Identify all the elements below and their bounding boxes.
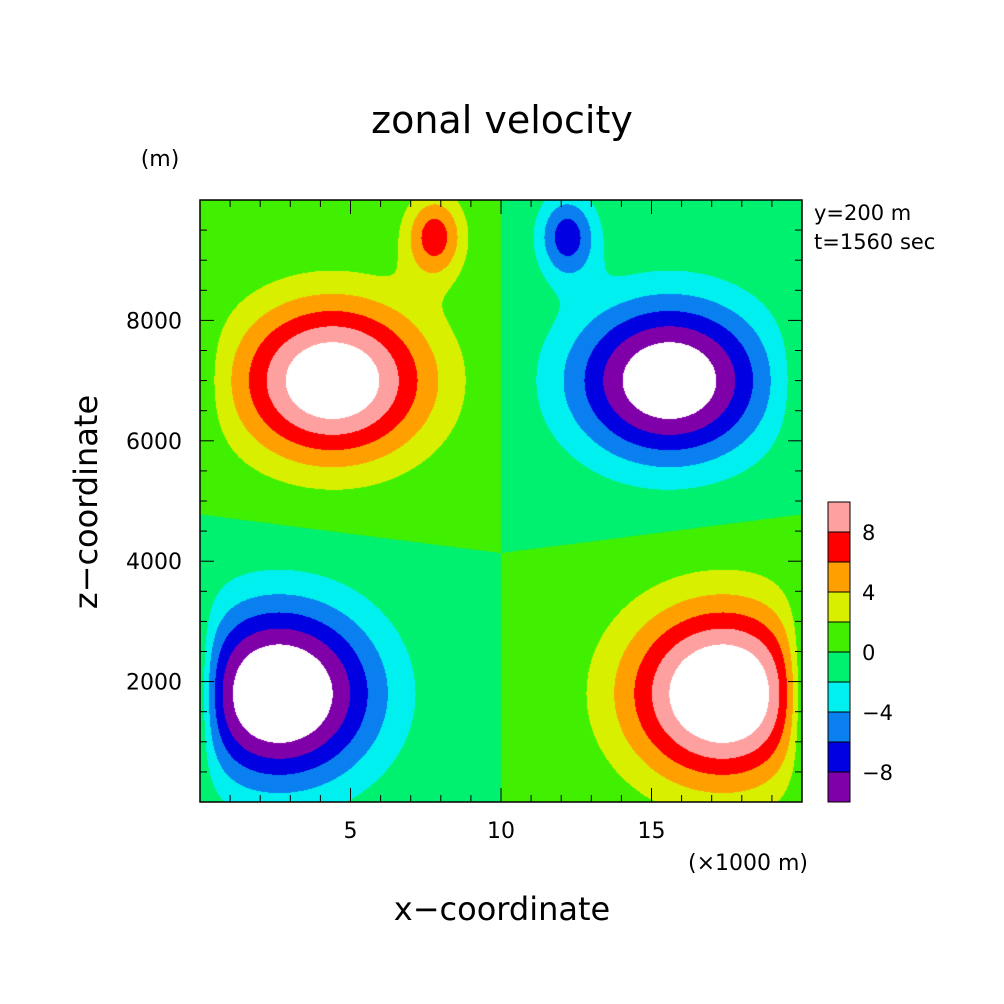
x-tick-label: 10: [487, 819, 515, 844]
colorbar-tick-label: −4: [862, 701, 893, 725]
chart-title: zonal velocity: [371, 98, 633, 142]
y-unit-label: (m): [141, 147, 180, 172]
x-unit-label: (×1000 m): [688, 851, 808, 876]
x-tick-label: 15: [638, 819, 666, 844]
colorbar-tick-label: −8: [862, 761, 893, 785]
y-tick-label: 8000: [126, 309, 182, 334]
colorbar-swatch: [827, 711, 851, 743]
y-axis-label: z−coordinate: [67, 395, 105, 609]
x-axis-label: x−coordinate: [394, 890, 610, 928]
colorbar-swatch: [827, 651, 851, 683]
annotation-y: y=200 m: [814, 201, 911, 225]
colorbar-swatch: [827, 741, 851, 773]
colorbar-swatch: [827, 561, 851, 593]
axis-ticks: 5 10 15 2000 4000 6000 8000: [126, 199, 803, 844]
colorbar-tick-label: 4: [862, 581, 875, 605]
y-tick-label: 2000: [126, 671, 182, 696]
annotation-t: t=1560 sec: [814, 230, 935, 254]
x-tick-label: 5: [344, 819, 358, 844]
colorbar-swatch: [827, 681, 851, 713]
colorbar-swatch: [827, 531, 851, 563]
colorbar-swatch: [827, 621, 851, 653]
colorbar: [827, 501, 851, 803]
plot-area: [200, 200, 802, 802]
colorbar-swatch: [827, 771, 851, 803]
contour-field: [200, 200, 802, 802]
colorbar-tick-label: 8: [862, 521, 875, 545]
y-tick-label: 6000: [126, 430, 182, 455]
colorbar-swatch: [827, 501, 851, 533]
colorbar-tick-label: 0: [862, 641, 875, 665]
y-tick-label: 4000: [126, 550, 182, 575]
colorbar-swatch: [827, 591, 851, 623]
colorbar-ticks: −8 −4 0 4 8: [862, 521, 893, 785]
